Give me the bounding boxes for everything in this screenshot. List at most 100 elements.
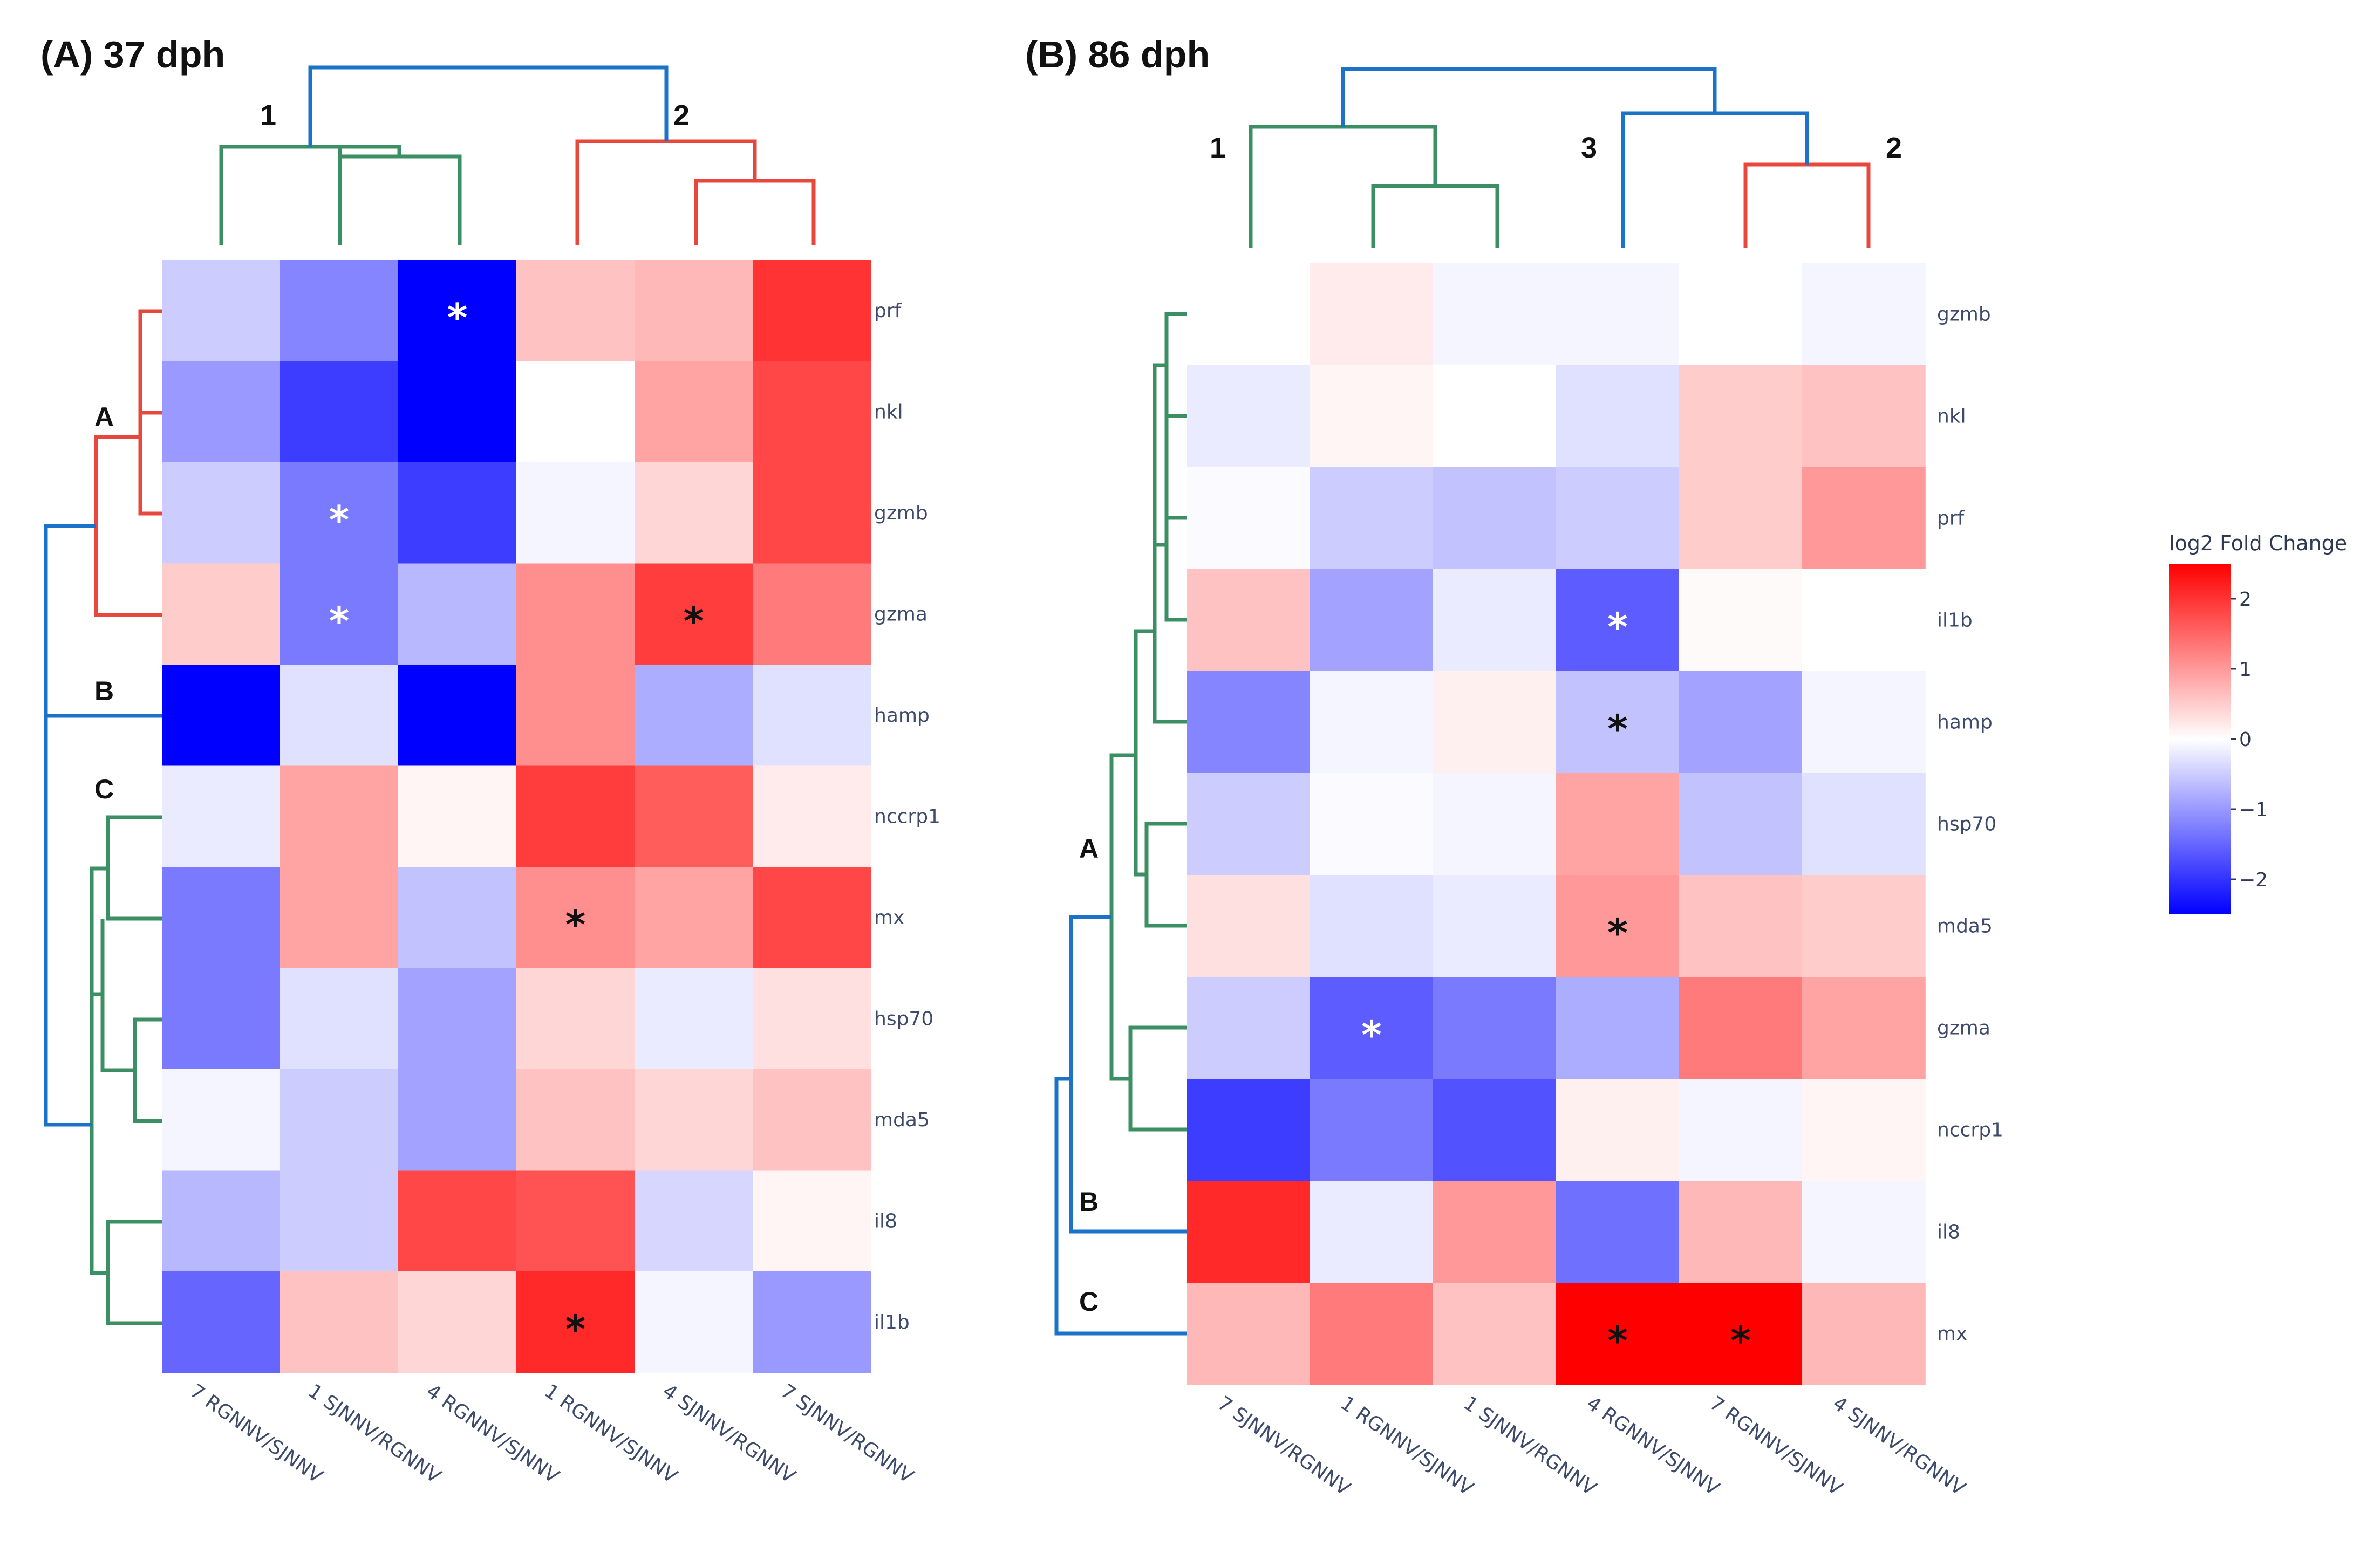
row-label-a-prf: prf	[874, 300, 902, 322]
heatmap-b	[1187, 263, 1926, 1385]
heatmap-cell-b-nccrp1-4	[1556, 1079, 1680, 1181]
heatmap-a	[162, 260, 871, 1373]
heatmap-cell-b-gzmb-4	[1556, 263, 1680, 366]
significance-marker-b-mda5-4: *	[1607, 911, 1628, 956]
heatmap-cell-b-il1b-1	[1187, 569, 1311, 672]
heatmap-cell-a-hsp70-2	[280, 968, 399, 1070]
heatmap-cell-b-mx-4	[1556, 1283, 1680, 1385]
heatmap-cell-a-nccrp1-6	[753, 765, 871, 867]
panel-a-title: (A) 37 dph	[40, 33, 225, 76]
heatmap-cell-a-il8-4	[516, 1170, 635, 1272]
heatmap-cell-a-hsp70-5	[635, 968, 753, 1070]
heatmap-cell-a-prf-6	[753, 260, 871, 362]
heatmap-cell-a-prf-2	[280, 260, 399, 362]
heatmap-cell-a-il1b-2	[280, 1271, 399, 1373]
heatmap-cell-a-gzmb-5	[635, 462, 753, 564]
heatmap-cell-b-il1b-3	[1433, 569, 1557, 672]
column-label-b-2: 1 RGNNV/SJNNV	[1336, 1392, 1477, 1500]
heatmap-cell-a-mx-1	[162, 867, 281, 969]
heatmap-cell-a-il8-6	[753, 1170, 871, 1272]
col-cluster-label-a-1: 1	[260, 99, 276, 132]
heatmap-cell-b-nkl-4	[1556, 365, 1680, 468]
heatmap-cell-a-mda5-4	[516, 1069, 635, 1171]
significance-marker-b-mx-5: *	[1730, 1318, 1751, 1364]
significance-markers-b: * * * * * *	[1361, 605, 1751, 1364]
heatmap-cell-b-mx-3	[1433, 1283, 1557, 1385]
heatmap-cell-a-hsp70-4	[516, 968, 635, 1070]
heatmap-cell-a-mx-2	[280, 867, 399, 969]
heatmap-cell-b-gzmb-3	[1433, 263, 1557, 366]
heatmap-cell-b-hamp-4	[1556, 671, 1680, 774]
row-dendrogram-a	[44, 309, 162, 1325]
heatmap-cell-b-il1b-6	[1802, 569, 1926, 672]
heatmap-cell-a-gzmb-1	[162, 462, 281, 564]
heatmap-cell-b-hamp-1	[1187, 671, 1311, 774]
significance-marker-b-gzma-2: *	[1361, 1013, 1382, 1058]
heatmap-cell-b-il8-4	[1556, 1181, 1680, 1283]
heatmap-cell-a-hamp-4	[516, 665, 635, 767]
heatmap-cell-b-gzma-4	[1556, 977, 1680, 1079]
heatmap-cell-a-il1b-5	[635, 1271, 753, 1373]
column-label-b-6: 4 SJNNV/RGNNV	[1829, 1392, 1969, 1500]
heatmap-cell-b-il8-6	[1802, 1181, 1926, 1283]
column-dendrogram-a	[219, 65, 816, 245]
heatmap-cell-a-il8-5	[635, 1170, 753, 1272]
row-label-b-il8: il8	[1937, 1221, 1960, 1243]
heatmap-cell-b-gzma-6	[1802, 977, 1926, 1079]
significance-marker-a-gzmb-2: *	[329, 497, 350, 543]
heatmap-cell-a-gzma-2	[280, 563, 399, 665]
heatmap-cell-a-il8-3	[398, 1170, 517, 1272]
row-label-a-il1b: il1b	[874, 1311, 910, 1333]
heatmap-cell-a-nccrp1-2	[280, 765, 399, 867]
heatmap-cell-a-nccrp1-1	[162, 765, 281, 867]
heatmap-cell-a-gzmb-6	[753, 462, 871, 564]
significance-marker-a-mx-4: *	[565, 902, 586, 947]
significance-marker-b-hamp-4: *	[1607, 707, 1628, 752]
heatmap-cell-a-hamp-1	[162, 665, 281, 767]
row-label-b-mx: mx	[1937, 1323, 1967, 1345]
significance-markers-a: * * * * * *	[329, 295, 704, 1352]
heatmap-cell-a-mx-3	[398, 867, 517, 969]
heatmap-cell-b-hamp-5	[1679, 671, 1803, 774]
row-dendrogram-b	[1054, 312, 1187, 1336]
heatmap-cell-b-il1b-4	[1556, 569, 1680, 672]
row-cluster-label-b-C: C	[1079, 1287, 1099, 1317]
row-label-a-nccrp1: nccrp1	[874, 805, 940, 827]
heatmap-cell-a-il8-2	[280, 1170, 399, 1272]
row-label-b-hamp: hamp	[1937, 712, 1993, 734]
significance-marker-a-prf-3: *	[447, 295, 468, 340]
heatmap-cell-b-mda5-6	[1802, 875, 1926, 977]
row-cluster-label-a-B: B	[94, 676, 114, 706]
heatmap-cell-b-nkl-2	[1310, 365, 1434, 468]
row-label-b-nkl: nkl	[1937, 406, 1966, 428]
row-label-b-mda5: mda5	[1937, 915, 1993, 938]
heatmap-cell-a-nkl-3	[398, 361, 517, 463]
heatmap-cell-b-hsp70-4	[1556, 773, 1680, 875]
heatmap-cell-b-il8-2	[1310, 1181, 1434, 1283]
heatmap-cell-b-prf-5	[1679, 467, 1803, 570]
heatmap-cell-b-nccrp1-5	[1679, 1079, 1803, 1181]
row-cluster-label-b-B: B	[1079, 1187, 1099, 1217]
heatmap-cell-b-il8-3	[1433, 1181, 1557, 1283]
heatmap-cell-a-hsp70-6	[753, 968, 871, 1070]
row-label-a-gzmb: gzmb	[874, 502, 928, 524]
heatmap-cell-a-mda5-3	[398, 1069, 517, 1171]
heatmap-cell-a-nccrp1-3	[398, 765, 517, 867]
heatmap-cell-a-gzma-4	[516, 563, 635, 665]
heatmap-cell-b-nkl-3	[1433, 365, 1557, 468]
row-label-b-prf: prf	[1937, 508, 1965, 530]
colorbar-tick-label: −2	[2239, 869, 2268, 891]
colorbar-tick-label: 0	[2239, 729, 2252, 751]
heatmap-cell-b-mx-1	[1187, 1283, 1311, 1385]
row-label-b-gzma: gzma	[1937, 1017, 1990, 1039]
heatmap-cell-b-hamp-2	[1310, 671, 1434, 774]
heatmap-cell-a-gzmb-2	[280, 462, 399, 564]
heatmap-cell-a-hsp70-1	[162, 968, 281, 1070]
heatmap-cell-b-hamp-3	[1433, 671, 1557, 774]
row-labels-a: prf nkl gzmb gzma hamp nccrp1 mx hsp70 mda5 il8 il…	[874, 300, 940, 1333]
heatmap-cell-a-mx-4	[516, 867, 635, 969]
heatmap-cell-a-il8-1	[162, 1170, 281, 1272]
column-label-b-4: 4 RGNNV/SJNNV	[1583, 1392, 1723, 1500]
row-label-a-mx: mx	[874, 907, 904, 929]
